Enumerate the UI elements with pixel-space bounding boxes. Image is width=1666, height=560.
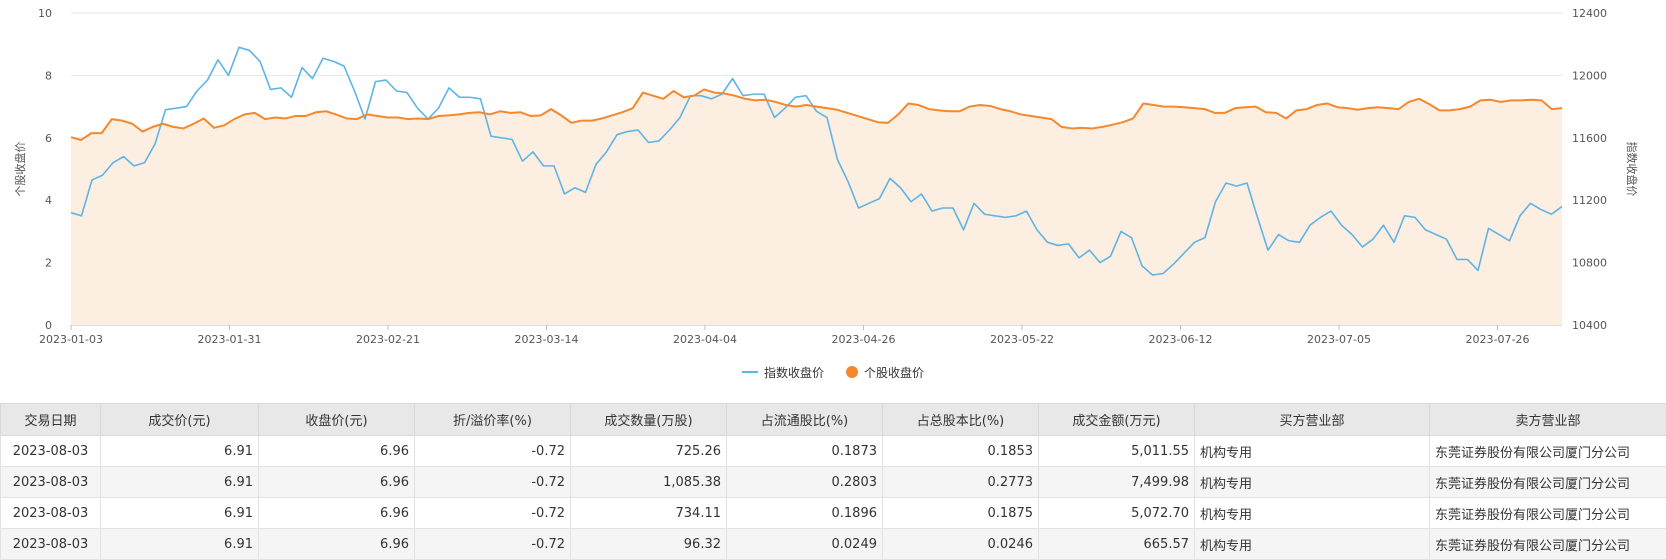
dual-axis-line-chart: 0 2 4 6 8 10 10400 10800 11200 11600 12000 12400 个股收… <box>13 7 1639 346</box>
cell-trade-price: 6.91 <box>100 528 259 560</box>
cell-premium-rate: -0.72 <box>414 466 571 498</box>
y-left-axis-title: 个股收盘价 <box>13 142 27 197</box>
cell-buyer: 机构专用 <box>1194 466 1430 498</box>
cell-close-price: 6.96 <box>258 497 415 529</box>
y-right-tick-label: 12400 <box>1572 7 1607 20</box>
stock-close-line <box>70 88 1563 141</box>
cell-volume: 725.26 <box>570 435 727 467</box>
table-row: 2023-08-03 6.91 6.96 -0.72 734.11 0.1896… <box>0 497 1666 529</box>
cell-float-share-ratio: 0.2803 <box>726 466 883 498</box>
cell-close-price: 6.96 <box>258 528 415 560</box>
cell-seller: 东莞证券股份有限公司厦门分公司 <box>1429 528 1666 560</box>
cell-trade-price: 6.91 <box>100 435 259 467</box>
cell-trade-date: 2023-08-03 <box>0 435 101 467</box>
cell-float-share-ratio: 0.0249 <box>726 528 883 560</box>
legend-label-index: 指数收盘价 <box>763 365 824 380</box>
cell-total-share-ratio: 0.0246 <box>882 528 1039 560</box>
cell-amount: 5,072.70 <box>1038 497 1195 529</box>
cell-amount: 5,011.55 <box>1038 435 1195 467</box>
cell-trade-date: 2023-08-03 <box>0 497 101 529</box>
y-right-tick-label: 12000 <box>1572 69 1607 82</box>
cell-amount: 665.57 <box>1038 528 1195 560</box>
cell-volume: 1,085.38 <box>570 466 727 498</box>
header-seller[interactable]: 卖方营业部 <box>1429 403 1666 436</box>
y-right-tick-label: 10800 <box>1572 257 1607 270</box>
cell-volume: 96.32 <box>570 528 727 560</box>
x-tick-label: 2023-06-12 <box>1149 333 1213 346</box>
cell-volume: 734.11 <box>570 497 727 529</box>
x-tick-label: 2023-05-22 <box>990 333 1054 346</box>
cell-seller: 东莞证券股份有限公司厦门分公司 <box>1429 435 1666 467</box>
block-trade-table: 交易日期 成交价(元) 收盘价(元) 折/溢价率(%) 成交数量(万股) 占流通… <box>0 403 1666 560</box>
header-total-share-ratio[interactable]: 占总股本比(%) <box>882 403 1039 436</box>
header-close-price[interactable]: 收盘价(元) <box>258 403 415 436</box>
header-trade-price[interactable]: 成交价(元) <box>100 403 259 436</box>
y-left-tick-label: 0 <box>45 319 52 332</box>
header-volume[interactable]: 成交数量(万股) <box>570 403 727 436</box>
header-premium-rate[interactable]: 折/溢价率(%) <box>414 403 571 436</box>
legend-item-index[interactable]: 指数收盘价 <box>741 364 824 381</box>
cell-amount: 7,499.98 <box>1038 466 1195 498</box>
index-close-line <box>70 46 1563 276</box>
table-header-row: 交易日期 成交价(元) 收盘价(元) 折/溢价率(%) 成交数量(万股) 占流通… <box>0 403 1666 436</box>
cell-trade-price: 6.91 <box>100 497 259 529</box>
y-right-axis-title: 指数收盘价 <box>1625 142 1639 197</box>
table-row: 2023-08-03 6.91 6.96 -0.72 96.32 0.0249 … <box>0 528 1666 560</box>
cell-float-share-ratio: 0.1896 <box>726 497 883 529</box>
x-tick-label: 2023-01-03 <box>39 333 103 346</box>
cell-close-price: 6.96 <box>258 435 415 467</box>
cell-total-share-ratio: 0.1875 <box>882 497 1039 529</box>
y-left-tick-label: 10 <box>38 7 52 20</box>
x-tick-label: 2023-07-26 <box>1466 333 1530 346</box>
cell-premium-rate: -0.72 <box>414 435 571 467</box>
legend-dot-icon <box>846 366 858 378</box>
y-right-tick-label: 11600 <box>1572 132 1607 145</box>
x-tick-label: 2023-04-26 <box>832 333 896 346</box>
cell-premium-rate: -0.72 <box>414 528 571 560</box>
cell-total-share-ratio: 0.2773 <box>882 466 1039 498</box>
cell-trade-price: 6.91 <box>100 466 259 498</box>
header-float-share-ratio[interactable]: 占流通股比(%) <box>726 403 883 436</box>
stock-area-fill <box>71 89 1562 325</box>
cell-buyer: 机构专用 <box>1194 497 1430 529</box>
cell-seller: 东莞证券股份有限公司厦门分公司 <box>1429 466 1666 498</box>
header-trade-date[interactable]: 交易日期 <box>0 403 101 436</box>
y-right-tick-label: 10400 <box>1572 319 1607 332</box>
legend-line-icon <box>741 371 758 373</box>
legend-label-stock: 个股收盘价 <box>864 365 925 380</box>
header-amount[interactable]: 成交金额(万元) <box>1038 403 1195 436</box>
cell-buyer: 机构专用 <box>1194 435 1430 467</box>
cell-trade-date: 2023-08-03 <box>0 466 101 498</box>
y-left-tick-label: 6 <box>45 132 52 145</box>
cell-close-price: 6.96 <box>258 466 415 498</box>
cell-premium-rate: -0.72 <box>414 497 571 529</box>
cell-total-share-ratio: 0.1853 <box>882 435 1039 467</box>
x-tick-label: 2023-03-14 <box>515 333 579 346</box>
header-buyer[interactable]: 买方营业部 <box>1194 403 1430 436</box>
y-left-tick-label: 4 <box>45 194 52 207</box>
legend-item-stock[interactable]: 个股收盘价 <box>846 364 924 381</box>
x-tick-label: 2023-04-04 <box>673 333 737 346</box>
y-right-tick-label: 11200 <box>1572 194 1607 207</box>
cell-seller: 东莞证券股份有限公司厦门分公司 <box>1429 497 1666 529</box>
cell-float-share-ratio: 0.1873 <box>726 435 883 467</box>
table-row: 2023-08-03 6.91 6.96 -0.72 725.26 0.1873… <box>0 435 1666 467</box>
x-tick-label: 2023-07-05 <box>1307 333 1371 346</box>
table-row: 2023-08-03 6.91 6.96 -0.72 1,085.38 0.28… <box>0 466 1666 498</box>
cell-trade-date: 2023-08-03 <box>0 528 101 560</box>
y-left-tick-label: 8 <box>45 69 52 82</box>
cell-buyer: 机构专用 <box>1194 528 1430 560</box>
x-tick-label: 2023-01-31 <box>198 333 262 346</box>
x-tick-label: 2023-02-21 <box>356 333 420 346</box>
y-left-tick-label: 2 <box>45 257 52 270</box>
chart-legend: 指数收盘价 个股收盘价 <box>0 362 1666 382</box>
